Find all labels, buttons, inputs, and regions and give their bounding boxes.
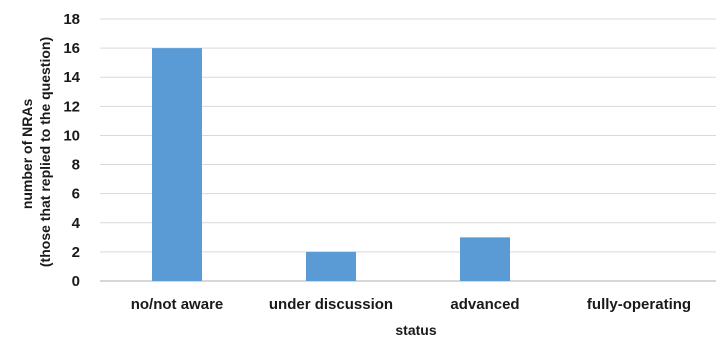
y-tick-label: 2 (72, 244, 80, 261)
x-tick-labels: no/not aware under discussion advanced full… (131, 296, 691, 313)
y-tick-label: 16 (63, 40, 80, 57)
y-tick-label: 14 (63, 69, 80, 86)
x-tick-label: no/not aware (131, 296, 224, 313)
y-axis-title: number of NRAs (those that replied to th… (19, 37, 53, 267)
bar (460, 237, 510, 281)
y-axis-title-line-2: (those that replied to the question) (37, 37, 53, 267)
x-axis-title: status (395, 322, 436, 338)
y-tick-label: 10 (63, 127, 80, 144)
y-tick-labels: 0 2 4 6 8 10 12 14 16 18 (63, 11, 80, 290)
grid-layer (100, 18, 716, 282)
x-tick-label: under discussion (269, 296, 393, 313)
y-axis-title-line-1: number of NRAs (19, 99, 35, 210)
y-tick-label: 6 (72, 186, 80, 203)
bar (152, 48, 202, 281)
x-tick-label: fully-operating (587, 296, 691, 313)
y-tick-label: 0 (72, 273, 80, 290)
y-tick-label: 18 (63, 11, 80, 28)
x-tick-label: advanced (450, 296, 519, 313)
bar (306, 251, 356, 281)
bar-layer (152, 48, 510, 281)
y-tick-label: 12 (63, 98, 80, 115)
y-tick-label: 8 (72, 157, 80, 174)
y-tick-label: 4 (72, 215, 81, 232)
